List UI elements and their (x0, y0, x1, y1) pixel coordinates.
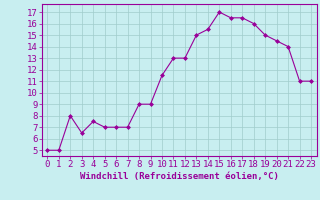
X-axis label: Windchill (Refroidissement éolien,°C): Windchill (Refroidissement éolien,°C) (80, 172, 279, 181)
